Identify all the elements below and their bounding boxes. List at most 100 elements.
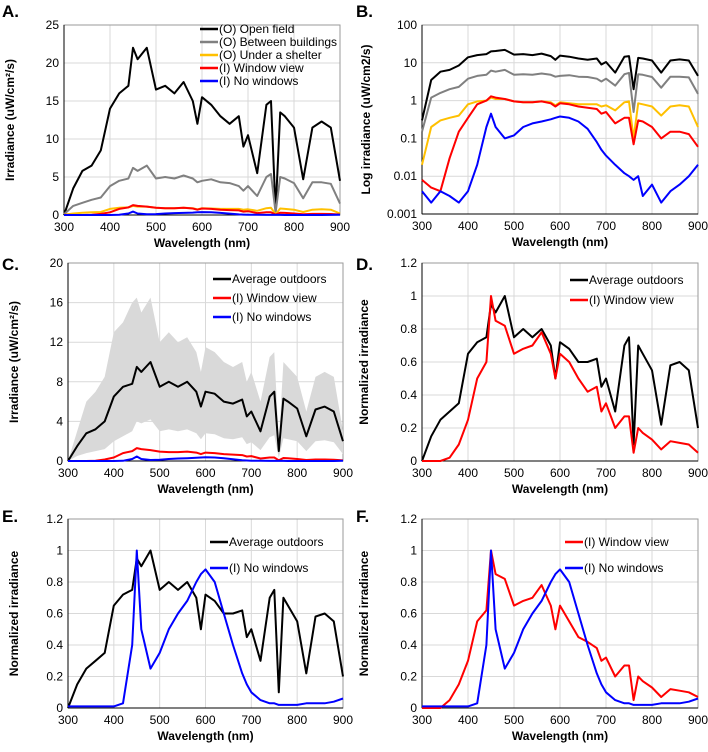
x-tick-label: 500 (504, 466, 524, 480)
x-tick-label: 700 (241, 466, 261, 480)
x-tick-label: 600 (550, 713, 570, 727)
y-tick-label: 10 (46, 132, 60, 146)
legend-label: (O) Under a shelter (219, 48, 322, 62)
x-tick-label: 900 (330, 220, 350, 234)
y-axis-title: Log irradiance (uW/cm2/s) (359, 44, 373, 194)
range-band (68, 297, 343, 461)
chart-panel-f: F. 300 400 500 600 700 800 900 0 0.2 0.4 0.6 0.8 1 1.2… (356, 507, 708, 743)
series-line-i-no-windows (422, 549, 699, 708)
panel-label: D. (356, 255, 373, 274)
y-tick-label: 1 (410, 544, 417, 558)
legend-label: (I) No windows (229, 561, 308, 575)
x-tick-label: 500 (150, 713, 170, 727)
x-tick-label: 800 (642, 466, 662, 480)
x-tick-label: 600 (195, 466, 215, 480)
series-line-i-window-view (422, 295, 699, 462)
chart-panel-c: C. 300 400 500 600 700 800 900 0 4 8 12 16 20 Average … (2, 255, 353, 496)
series-line-i-no-windows (68, 549, 344, 708)
x-tick-label: 900 (333, 466, 353, 480)
series-line-i-window-view (421, 95, 699, 193)
x-tick-label: 600 (550, 466, 570, 480)
y-axis-title: Irradiance (uW/cm²/s) (3, 59, 17, 181)
panel-label: A. (2, 2, 19, 21)
y-tick-label: 16 (50, 296, 64, 310)
chart-panel-e: E. 300 400 500 600 700 800 900 0 0.2 0.4 0.6 0.8 1 1.2… (2, 507, 353, 743)
y-axis-title: Normalized irradiance (7, 550, 21, 676)
legend-label: (O) Open field (219, 22, 294, 36)
x-tick-label: 400 (458, 713, 478, 727)
x-tick-label: 800 (287, 466, 307, 480)
x-tick-label: 700 (241, 713, 261, 727)
y-tick-label: 0 (410, 454, 417, 468)
legend-label: Average outdoors (229, 535, 324, 549)
y-tick-label: 0 (56, 454, 63, 468)
y-tick-label: 1.2 (46, 512, 63, 526)
series-line-average-outdoors (421, 295, 699, 462)
series-line-i-no-windows (421, 112, 699, 204)
y-tick-label: 0.6 (400, 607, 417, 621)
x-tick-label: 400 (104, 466, 124, 480)
x-tick-label: 900 (688, 713, 708, 727)
y-tick-label: 0.2 (400, 670, 417, 684)
x-axis-title: Wavelength (nm) (512, 482, 608, 496)
y-tick-label: 0.8 (46, 575, 63, 589)
y-axis-title: Normalized irradiance (357, 299, 371, 425)
x-axis-title: Wavelength (nm) (157, 729, 253, 743)
series-line-i-no-windows (64, 210, 341, 216)
y-tick-label: 20 (46, 56, 60, 70)
legend-label: (I) No windows (584, 561, 663, 575)
y-tick-label: 8 (56, 375, 63, 389)
y-tick-label: 12 (50, 335, 64, 349)
x-tick-label: 300 (412, 713, 432, 727)
chart-panel-b: B. 300 400 500 600 700 800 900 0.001 0.01 0.1 1 10 10… (356, 2, 708, 249)
y-tick-label: 0.001 (387, 207, 417, 221)
legend-label: (I) Window view (219, 61, 304, 75)
x-tick-label: 400 (100, 220, 120, 234)
x-tick-label: 300 (58, 713, 78, 727)
y-tick-label: 0 (56, 701, 63, 715)
x-axis-title: Wavelength (nm) (512, 235, 608, 249)
x-tick-label: 600 (550, 219, 570, 233)
y-tick-label: 1.2 (400, 256, 417, 270)
x-tick-label: 500 (150, 466, 170, 480)
y-tick-label: 0 (410, 701, 417, 715)
chart-panel-a: A. 300 400 500 600 700 800 900 0 5 10 15 20 25 (O) Ope… (2, 2, 350, 250)
x-tick-label: 500 (504, 219, 524, 233)
y-tick-label: 0.1 (400, 131, 417, 145)
x-tick-label: 300 (58, 466, 78, 480)
series-line-average-outdoors (67, 549, 344, 709)
y-tick-label: 15 (46, 94, 60, 108)
x-axis-title: Wavelength (nm) (154, 236, 250, 250)
series-line-i-window-view (63, 204, 341, 216)
x-tick-label: 800 (287, 713, 307, 727)
series-line-o-between-buildings (63, 164, 341, 215)
x-tick-label: 900 (688, 219, 708, 233)
chart-panel-d: D. 300 400 500 600 700 800 900 0 0.2 0.4 0.6 0.8 1 1.2… (356, 255, 708, 496)
y-axis-title: Normalized irradiance (357, 550, 371, 676)
x-tick-label: 400 (458, 219, 478, 233)
legend-label: (I) Window view (584, 535, 669, 549)
x-tick-label: 300 (54, 220, 74, 234)
x-tick-label: 700 (238, 220, 258, 234)
x-tick-label: 800 (642, 219, 662, 233)
series-line-i-no-windows (68, 455, 344, 462)
y-tick-label: 0.01 (394, 169, 418, 183)
y-axis-title: Irradiance (uW/cm²/s) (7, 301, 21, 423)
legend-label: (I) No windows (219, 74, 298, 88)
x-axis-title: Wavelength (nm) (157, 482, 253, 496)
legend-label: (O) Between buildings (219, 35, 337, 49)
y-tick-label: 0.4 (46, 638, 63, 652)
panel-label: B. (356, 2, 373, 21)
x-tick-label: 500 (146, 220, 166, 234)
x-tick-label: 900 (333, 713, 353, 727)
panel-label: C. (2, 255, 19, 274)
y-tick-label: 0.4 (400, 638, 417, 652)
y-tick-label: 5 (52, 170, 59, 184)
series-line-o-between-buildings (421, 68, 699, 132)
x-tick-label: 900 (688, 466, 708, 480)
y-tick-label: 20 (50, 256, 64, 270)
y-tick-label: 4 (56, 414, 63, 428)
y-tick-label: 1 (410, 289, 417, 303)
y-tick-label: 10 (404, 56, 418, 70)
